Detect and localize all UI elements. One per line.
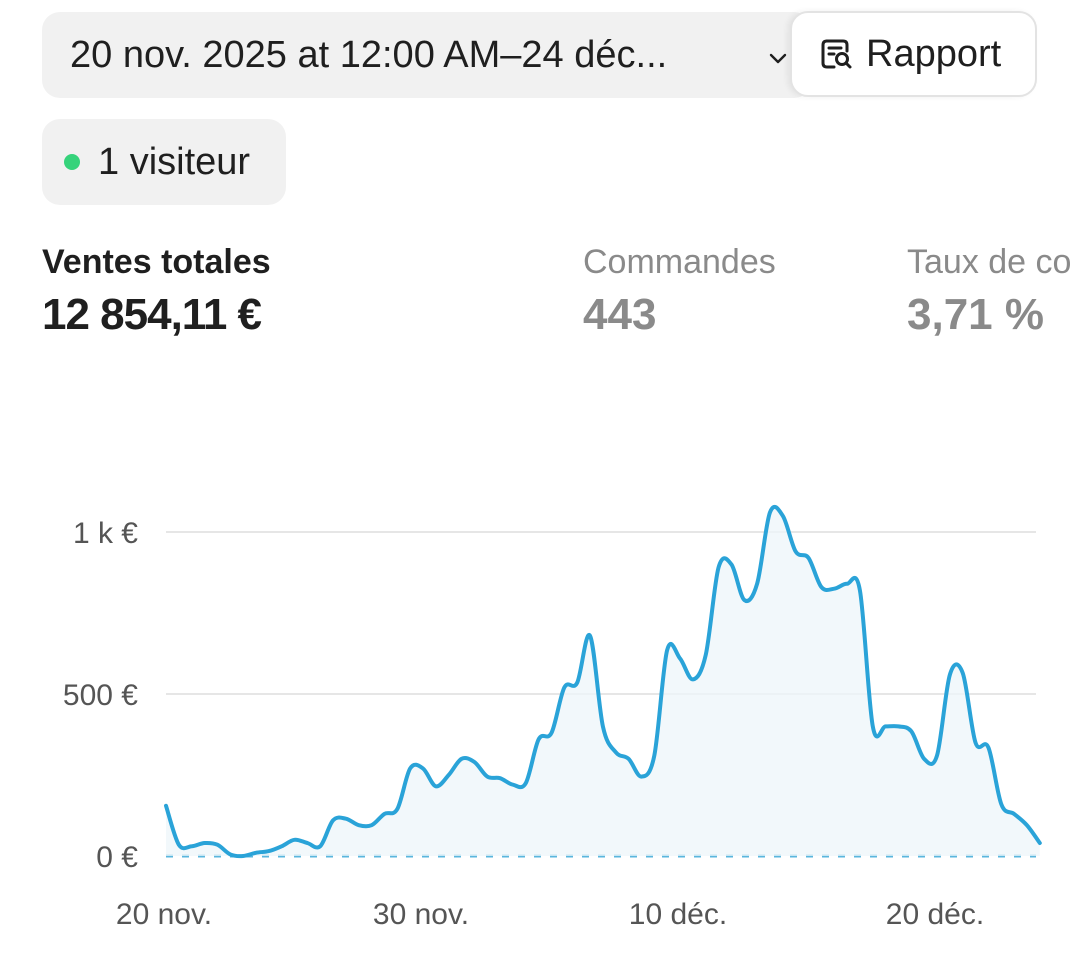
report-button[interactable]: Rapport [790, 11, 1037, 97]
metric-label: Commandes [583, 243, 776, 281]
date-range-label: 20 nov. 2025 at 12:00 AM–24 déc... [70, 33, 668, 76]
y-tick-label: 1 k € [73, 517, 138, 550]
x-tick-label: 10 déc. [629, 898, 727, 931]
y-tick-label: 0 € [96, 841, 138, 874]
series-area-fill [166, 506, 1040, 857]
metric-orders[interactable]: Commandes 443 [583, 240, 776, 344]
chevron-down-icon [769, 53, 787, 64]
date-range-picker[interactable]: 20 nov. 2025 at 12:00 AM–24 déc... [42, 12, 812, 98]
sales-chart: 0 € 500 € 1 k € 20 nov. 30 nov. 10 déc. 20 déc… [0, 480, 1080, 950]
y-tick-label: 500 € [63, 679, 138, 712]
metric-label: Ventes totales [42, 243, 271, 281]
metric-conversion-rate[interactable]: Taux de co 3,71 % [907, 240, 1071, 344]
x-tick-label: 20 nov. [116, 898, 212, 931]
report-search-icon [821, 39, 852, 69]
sales-series-line [164, 504, 1042, 859]
metric-total-sales[interactable]: Ventes totales 12 854,11 € [42, 240, 271, 344]
sales-chart-svg: 0 € 500 € 1 k € 20 nov. 30 nov. 10 déc. 20 déc… [63, 504, 1042, 931]
live-visitors-badge[interactable]: 1 visiteur [42, 119, 286, 205]
live-status-dot [64, 154, 80, 170]
x-tick-label: 30 nov. [373, 898, 469, 931]
metric-value: 3,71 % [907, 290, 1044, 339]
x-tick-label: 20 déc. [886, 898, 984, 931]
visitors-label: 1 visiteur [98, 140, 251, 183]
metric-label: Taux de co [907, 243, 1072, 281]
metric-value: 12 854,11 € [42, 290, 262, 339]
metric-value: 443 [583, 290, 657, 339]
report-label: Rapport [866, 32, 1002, 75]
